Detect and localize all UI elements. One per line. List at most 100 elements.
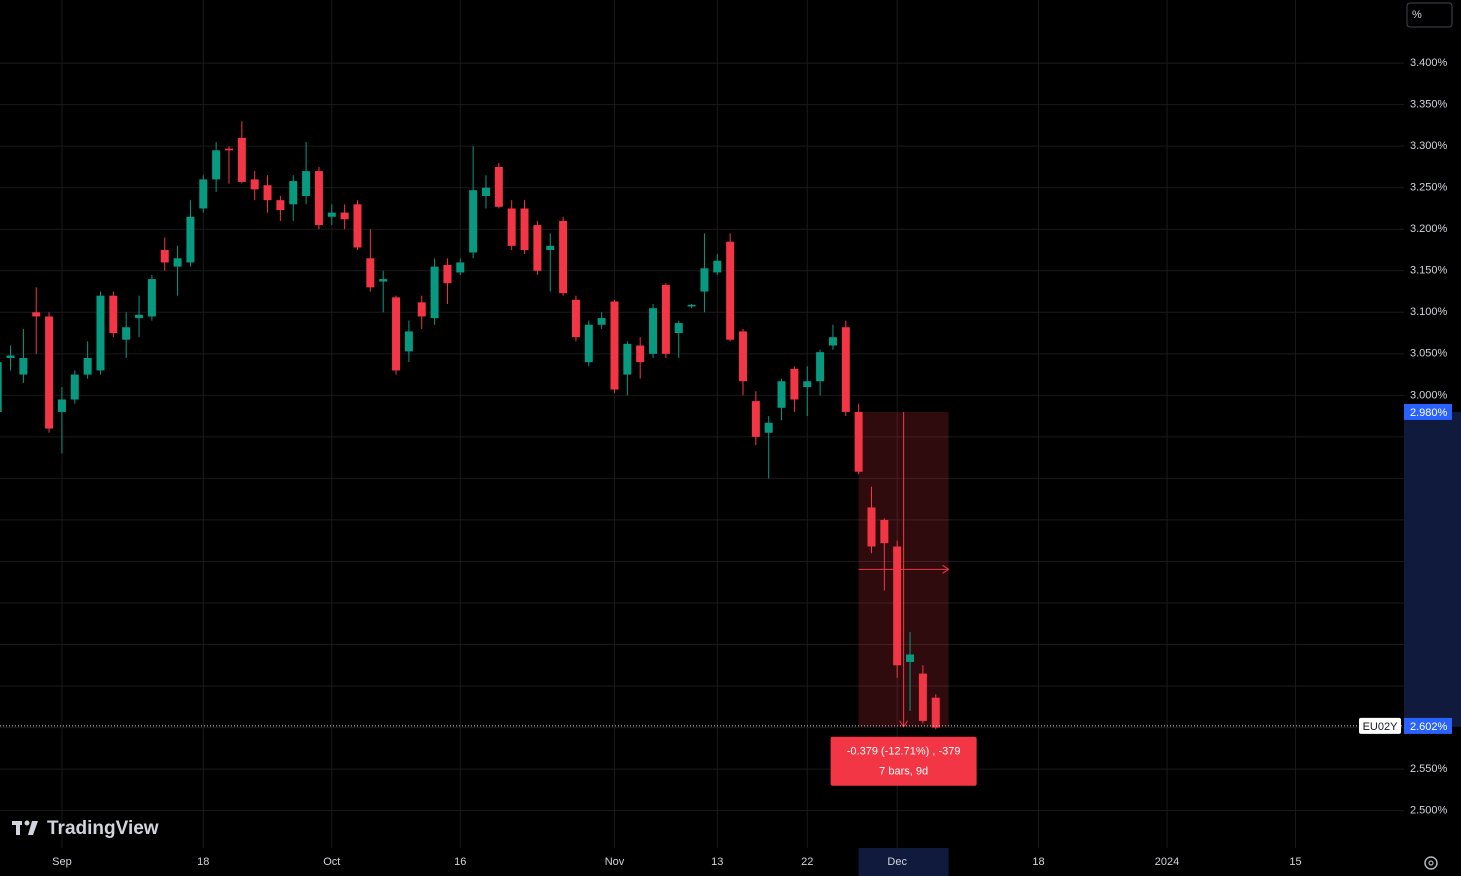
candle-body bbox=[559, 220, 568, 294]
candle-body bbox=[57, 399, 66, 412]
candle-body bbox=[469, 190, 478, 253]
candle-body bbox=[250, 179, 259, 190]
candle-body bbox=[302, 171, 311, 197]
logo-mark bbox=[16, 821, 20, 835]
x-tick-label: Oct bbox=[323, 856, 340, 868]
candle-body bbox=[674, 323, 683, 334]
y-tick-label: 3.100% bbox=[1410, 306, 1448, 318]
candle-body bbox=[520, 208, 529, 250]
last-price-label: 2.602% bbox=[1410, 721, 1448, 733]
candle-body bbox=[353, 204, 362, 248]
candle-body bbox=[392, 297, 401, 371]
symbol-box bbox=[1359, 717, 1401, 734]
candle-body bbox=[6, 355, 15, 358]
candle-body bbox=[122, 327, 131, 340]
y-tick-label: 2.500% bbox=[1410, 805, 1448, 817]
candle-body bbox=[867, 507, 876, 547]
y-tick-label: 3.200% bbox=[1410, 223, 1448, 235]
candle-body bbox=[918, 673, 927, 721]
candle-body bbox=[199, 179, 208, 209]
candle-body bbox=[546, 245, 555, 250]
settings-icon[interactable] bbox=[1424, 856, 1438, 870]
candle-body bbox=[96, 295, 105, 371]
x-tick-label: 16 bbox=[454, 856, 466, 868]
axes: 2.500%2.550%2.600%2.650%2.700%2.750%2.80… bbox=[0, 57, 1461, 876]
candle-body bbox=[32, 312, 41, 317]
candle-body bbox=[854, 411, 863, 472]
measure-label-box bbox=[830, 736, 977, 786]
candle-body bbox=[237, 137, 246, 182]
candle-body bbox=[276, 200, 285, 211]
candle-body bbox=[906, 654, 915, 662]
measure-label: 7 bars, 9d bbox=[879, 766, 928, 778]
candle-body bbox=[893, 546, 902, 666]
brand: TradingView bbox=[47, 818, 159, 839]
last-price-box bbox=[1404, 717, 1452, 734]
candle-body bbox=[533, 225, 542, 271]
candle-body bbox=[0, 362, 2, 412]
candle-body bbox=[340, 212, 349, 220]
candle-body bbox=[931, 697, 940, 728]
candle-body bbox=[713, 260, 722, 273]
candle-body bbox=[173, 258, 182, 267]
settings-gear-center bbox=[1428, 860, 1434, 866]
y-tick-label: 3.300% bbox=[1410, 140, 1448, 152]
candle-body bbox=[404, 331, 413, 352]
symbol-label: EU02Y bbox=[1363, 721, 1399, 733]
candle-body bbox=[828, 337, 837, 346]
candle-body bbox=[263, 185, 272, 201]
candle-body bbox=[327, 212, 336, 217]
candle-body bbox=[790, 368, 799, 400]
x-tick-label: 15 bbox=[1289, 856, 1301, 868]
candle-body bbox=[212, 150, 221, 180]
x-tick-label: 18 bbox=[1032, 856, 1044, 868]
candle-body bbox=[571, 299, 580, 338]
unit-button-label: % bbox=[1412, 9, 1422, 21]
candle-body bbox=[649, 308, 658, 354]
y-tick-label: 3.050% bbox=[1410, 348, 1448, 360]
candle-body bbox=[764, 422, 773, 433]
candle-body bbox=[777, 381, 786, 408]
candle-body bbox=[224, 148, 233, 151]
candle-body bbox=[726, 241, 735, 340]
measure-label: -0.379 (-12.71%) , -379 bbox=[847, 746, 961, 758]
candle-body bbox=[135, 314, 144, 319]
measure-arrow-head bbox=[942, 564, 950, 574]
logo: TradingView bbox=[12, 818, 159, 839]
x-tick-label: Sep bbox=[52, 856, 72, 868]
candle-body bbox=[289, 181, 298, 205]
settings-gear[interactable] bbox=[1424, 856, 1438, 870]
x-tick-label: 13 bbox=[711, 856, 723, 868]
candle-body bbox=[584, 324, 593, 363]
y-tick-label: 3.250% bbox=[1410, 182, 1448, 194]
candle-body bbox=[481, 187, 490, 197]
candle-body bbox=[366, 258, 375, 288]
y-tick-label: 2.550% bbox=[1410, 763, 1448, 775]
measure-area bbox=[858, 411, 950, 728]
x-tick-label: 18 bbox=[197, 856, 209, 868]
candle-body bbox=[661, 284, 670, 354]
candle-body bbox=[430, 266, 439, 319]
marker-label: 2.980% bbox=[1410, 407, 1448, 419]
candle-body bbox=[70, 374, 79, 400]
candle-body bbox=[160, 249, 169, 263]
x-tick-label: 2024 bbox=[1155, 856, 1179, 868]
x-tick-label: 22 bbox=[801, 856, 813, 868]
y-tick-label: 3.400% bbox=[1410, 57, 1448, 69]
candle-body bbox=[507, 208, 516, 246]
unit-button[interactable] bbox=[1406, 2, 1453, 28]
candle-body bbox=[597, 318, 606, 325]
candle-body bbox=[147, 279, 156, 317]
candle-body bbox=[880, 519, 889, 544]
candles bbox=[0, 121, 940, 730]
candle-body bbox=[456, 262, 465, 273]
x-tick-label: Nov bbox=[605, 856, 625, 868]
price-axis-highlight bbox=[1404, 411, 1461, 727]
candle-body bbox=[700, 268, 709, 292]
candle-body bbox=[623, 343, 632, 375]
candle-body bbox=[751, 401, 760, 437]
candle-body bbox=[816, 352, 825, 382]
measure-arrow-head bbox=[899, 720, 909, 728]
